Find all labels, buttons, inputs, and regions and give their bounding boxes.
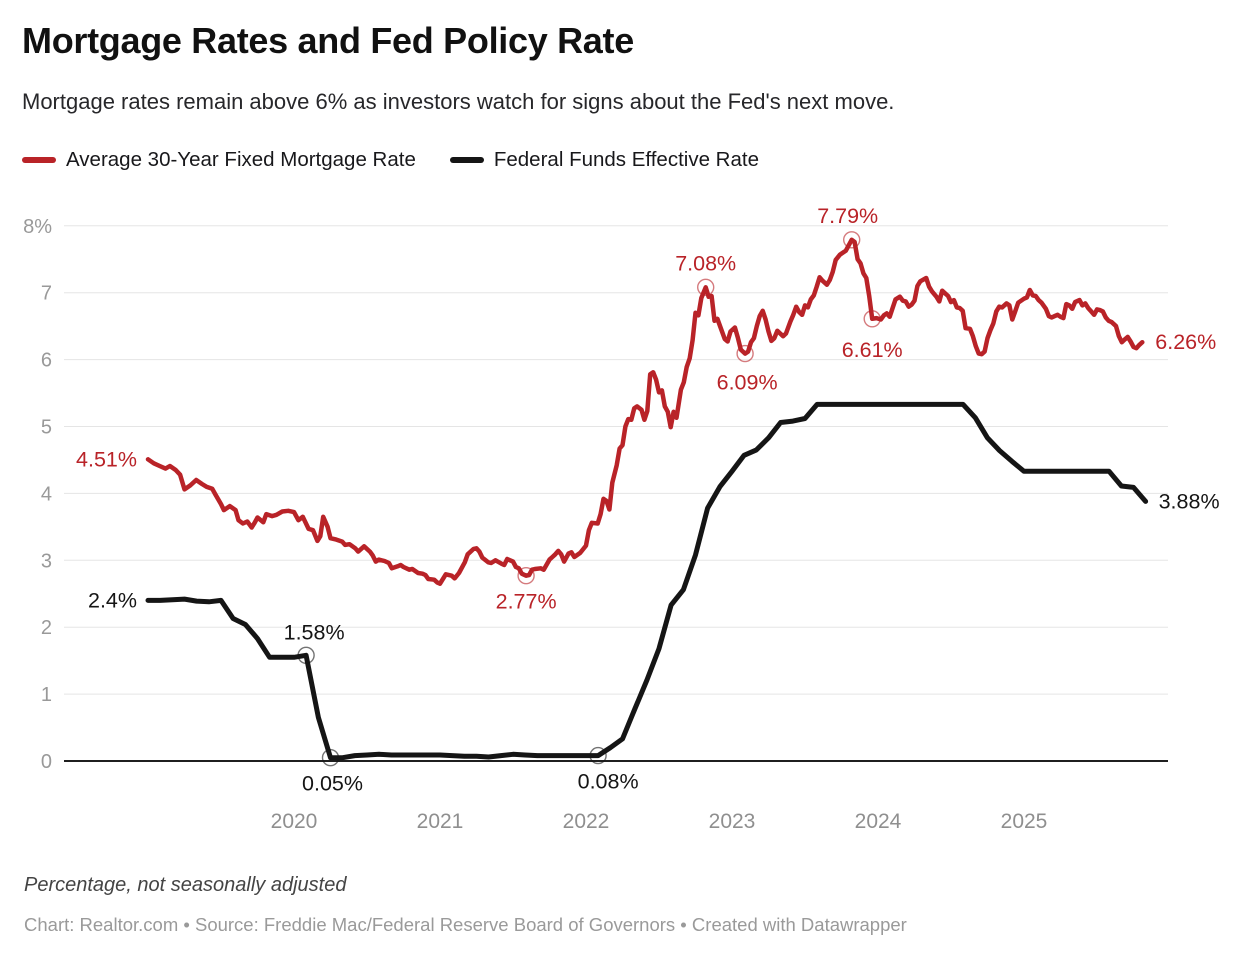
fed-rate-line [145,401,1149,761]
value-label: 0.05% [302,772,363,796]
point-marker [517,567,535,585]
chart-title: Mortgage Rates and Fed Policy Rate [22,20,634,61]
point-marker [297,646,315,664]
y-tick-label: 8% [23,216,52,238]
value-label: 4.51% [76,447,137,471]
x-tick-label: 2021 [417,810,464,833]
y-tick-label: 3 [41,550,52,572]
value-label: 3.88% [1159,489,1220,513]
chart-note: Percentage, not seasonally adjusted [24,874,347,896]
point-marker [736,344,754,363]
x-tick-label: 2025 [1001,810,1048,833]
y-tick-label: 2 [41,617,52,639]
legend-swatch-mortgage-icon [22,157,56,163]
value-label: 2.77% [496,590,557,614]
value-label: 1.58% [284,620,345,644]
point-marker [863,310,881,328]
mortgage-rate-line [145,237,1145,586]
value-label: 6.26% [1155,330,1216,354]
point-marker [321,749,340,767]
chart-canvas: 0 1 2 3 4 5 6 7 8% 2020 2021 2022 2023 2024 2025 4.51% 2… [23,204,1220,833]
y-tick-label: 4 [41,483,52,505]
value-label: 2.4% [88,588,137,612]
y-tick-label: 7 [41,283,52,305]
legend-item-fed: Federal Funds Effective Rate [449,148,759,172]
x-tick-label: 2022 [563,810,610,833]
legend: Average 30-Year Fixed Mortgage Rate Fede… [22,148,759,172]
y-tick-label: 1 [41,684,52,706]
value-label: 6.61% [842,338,903,362]
chart-subtitle: Mortgage rates remain above 6% as invest… [22,89,895,114]
y-tick-label: 0 [41,751,52,773]
x-tick-label: 2020 [271,810,318,833]
line-chart: 0 1 2 3 4 5 6 7 8% 2020 2021 2022 2023 2024 2025 4.51% 2… [0,188,1240,843]
value-label: 7.79% [817,204,878,228]
point-marker [843,231,861,249]
legend-label-fed: Federal Funds Effective Rate [493,148,759,171]
chart-credits: Chart: Realtor.com • Source: Freddie Mac… [24,914,907,935]
y-tick-label: 6 [41,350,52,372]
y-tick-label: 5 [41,417,52,439]
value-label: 6.09% [717,371,778,395]
legend-label-mortgage: Average 30-Year Fixed Mortgage Rate [66,148,416,171]
x-tick-label: 2024 [855,810,902,833]
value-label: 0.08% [578,770,639,794]
point-marker [589,746,607,765]
value-label: 7.08% [675,251,736,275]
legend-item-mortgage: Average 30-Year Fixed Mortgage Rate [22,148,416,172]
legend-swatch-fed-icon [449,157,484,163]
point-marker [697,278,715,297]
x-tick-label: 2023 [709,810,756,833]
